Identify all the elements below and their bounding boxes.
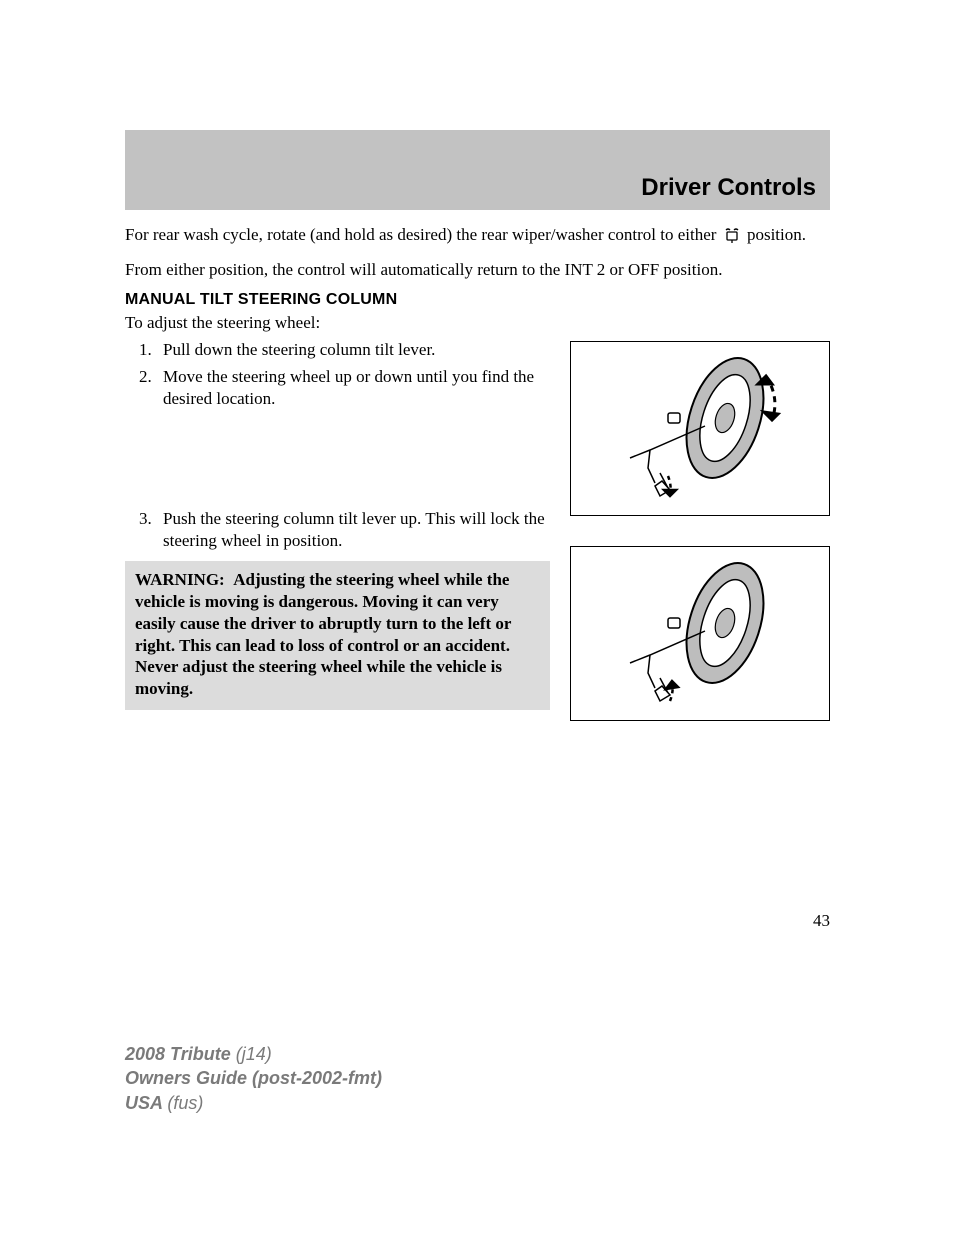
footer-region-code: (fus) [167,1093,203,1113]
page-number: 43 [125,911,830,931]
left-column: 1. Pull down the steering column tilt lev… [125,339,550,721]
step-1: 1.Pull down the steering column tilt lev… [143,339,550,361]
intro-text: To adjust the steering wheel: [125,313,830,333]
figure-tilt-up [570,546,830,721]
footer-line-3: USA (fus) [125,1091,382,1115]
footer-model: 2008 Tribute [125,1044,236,1064]
warning-box: WARNING: Adjusting the steering wheel wh… [125,561,550,710]
step-number: 2. [139,366,152,388]
figure-tilt-down [570,341,830,516]
paragraph-return: From either position, the control will a… [125,259,830,281]
header-band: Driver Controls [125,130,830,210]
step-text: Pull down the steering column tilt lever… [163,340,435,359]
footer: 2008 Tribute (j14) Owners Guide (post-20… [125,1042,382,1115]
footer-line-2: Owners Guide (post-2002-fmt) [125,1066,382,1090]
washer-icon [723,227,741,249]
page-content: Driver Controls For rear wash cycle, rot… [125,130,830,931]
step-3: 3.Push the steering column tilt lever up… [143,508,550,552]
steps-list: 1. Pull down the steering column tilt lev… [125,339,550,410]
two-column-layout: 1. Pull down the steering column tilt lev… [125,339,830,721]
step-number: 3. [139,508,152,530]
step-2: 2.Move the steering wheel up or down unt… [143,366,550,410]
step-text: Push the steering column tilt lever up. … [163,509,545,550]
section-heading: MANUAL TILT STEERING COLUMN [125,291,830,309]
footer-line-1: 2008 Tribute (j14) [125,1042,382,1066]
footer-code: (j14) [236,1044,272,1064]
right-column [570,339,830,721]
p1-text-a: For rear wash cycle, rotate (and hold as… [125,225,721,244]
step-number: 1. [139,339,152,361]
footer-region: USA [125,1093,167,1113]
steering-tilt-up-icon [580,553,820,713]
step-text: Move the steering wheel up or down until… [163,367,534,408]
section-title: Driver Controls [641,174,816,202]
spacer [125,416,550,508]
p1-text-b: position. [743,225,806,244]
steering-tilt-down-icon [580,348,820,508]
paragraph-wash-cycle: For rear wash cycle, rotate (and hold as… [125,224,830,249]
steps-list-cont: 3. Push the steering column tilt lever up… [125,508,550,552]
